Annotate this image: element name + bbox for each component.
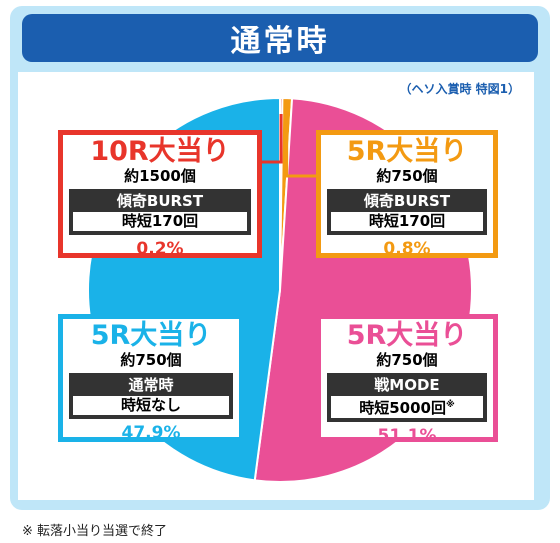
slice-payout: 約750個 xyxy=(376,167,438,185)
slice-label: 5R大当り xyxy=(346,320,468,351)
slice-mode-band: 戦MODE 時短5000回※ xyxy=(327,373,487,422)
slice-mode-band: 通常時 時短なし xyxy=(69,373,233,419)
page-title: 通常時 xyxy=(230,24,330,59)
slice-mode-band: 傾奇BURST 時短170回 xyxy=(327,189,487,235)
slice-mode: 戦MODE xyxy=(374,376,440,394)
slice-box-5r-normal: 5R大当り 約750個 通常時 時短なし 47.9% xyxy=(58,314,244,443)
slice-percent: 47.9% xyxy=(121,423,181,443)
leader-line-5r-burst xyxy=(285,114,316,178)
slice-payout: 約750個 xyxy=(120,351,182,369)
slice-mode: 通常時 xyxy=(128,376,174,394)
slice-label: 5R大当り xyxy=(90,320,212,351)
slice-payout: 約1500個 xyxy=(124,167,196,185)
slice-short: 時短なし xyxy=(73,396,229,415)
footnote: ※ 転落小当り当選で終了 xyxy=(22,524,168,539)
slice-box-5r-burst: 5R大当り 約750個 傾奇BURST 時短170回 0.8% xyxy=(316,130,498,259)
title-bar: 通常時 xyxy=(22,14,538,62)
slice-box-5r-sen: 5R大当り 約750個 戦MODE 時短5000回※ 51.1% xyxy=(316,314,498,446)
slice-percent: 51.1% xyxy=(377,426,437,446)
slice-mode: 傾奇BURST xyxy=(363,192,451,210)
slice-label: 10R大当り xyxy=(90,136,230,167)
slice-mode-band: 傾奇BURST 時短170回 xyxy=(69,189,251,235)
slice-short: 時短170回 xyxy=(73,212,247,231)
source-note: （ヘソ入賞時 特図1） xyxy=(399,82,520,96)
leader-line-10r xyxy=(262,114,283,164)
slice-payout: 約750個 xyxy=(376,351,438,369)
slice-percent: 0.8% xyxy=(383,239,431,259)
slice-label: 5R大当り xyxy=(346,136,468,167)
slice-percent: 0.2% xyxy=(136,239,184,259)
slice-short: 時短5000回※ xyxy=(331,396,483,418)
slice-mode: 傾奇BURST xyxy=(116,192,204,210)
slice-mark: ※ xyxy=(446,400,455,410)
chart-panel: （ヘソ入賞時 特図1） 10R大当り 約1500個 傾奇BURST 時短170回… xyxy=(18,72,534,500)
slice-short: 時短170回 xyxy=(331,212,483,231)
slice-box-10r: 10R大当り 約1500個 傾奇BURST 時短170回 0.2% xyxy=(58,130,262,259)
